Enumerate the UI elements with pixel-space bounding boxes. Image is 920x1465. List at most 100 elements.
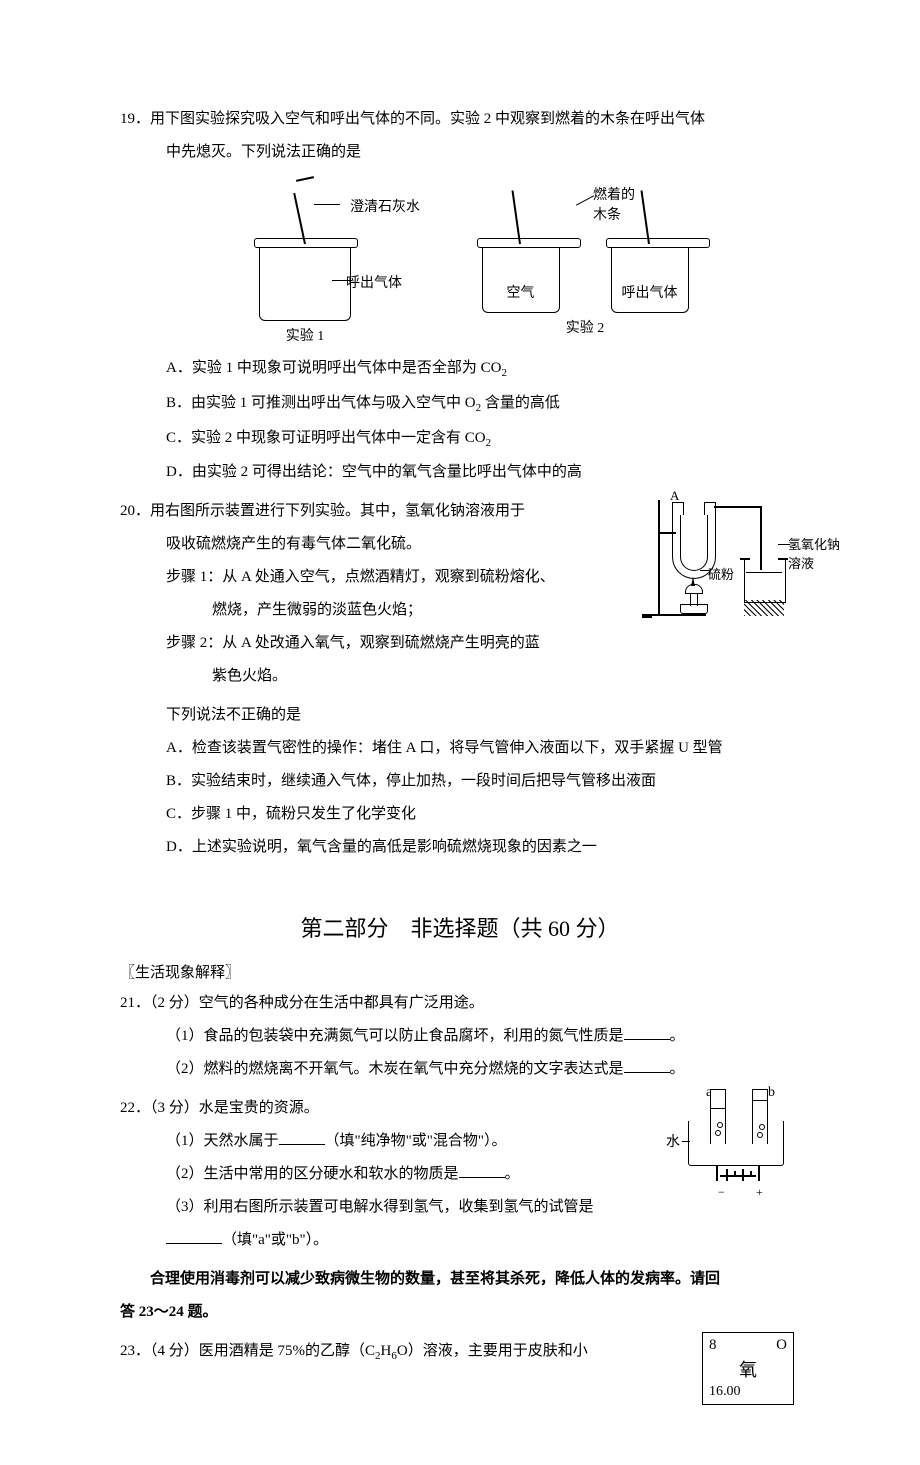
element-name: 氧: [709, 1354, 787, 1384]
q20-l3: 下列说法不正确的是: [120, 702, 800, 729]
q22-p3a-text: （3）利用右图所示装置可电解水得到氢气，收集到氢气的试管是: [166, 1199, 594, 1215]
bubble-icon: [757, 1132, 763, 1138]
q21-p1: （1）食品的包装袋中充满氮气可以防止食品腐坏，利用的氮气性质是。: [120, 1023, 800, 1050]
gas-a-icon: [710, 1090, 726, 1109]
element-mass: 16.00: [709, 1384, 787, 1400]
fig2-caption: 实验 2: [465, 317, 705, 337]
jar-exhale: 呼出气体: [611, 240, 689, 313]
q22-p3b-text: （填"a"或"b"）。: [222, 1232, 328, 1248]
blank-input[interactable]: [166, 1229, 222, 1244]
q22-head: 22．（3 分）水是宝贵的资源。: [120, 1095, 650, 1122]
q22-p1-text: （1）天然水属于: [166, 1133, 279, 1149]
fig1-label-top: 澄清石灰水: [350, 196, 428, 216]
fig2-top-label: 燃着的 木条: [593, 184, 635, 224]
q20-text: 20．用右图所示装置进行下列实验。其中，氢氧化钠溶液用于 吸收硫燃烧产生的有毒气…: [120, 492, 592, 696]
q20-optB: B．实验结束时，继续通入气体，停止加热，一段时间后把导气管移出液面: [120, 768, 800, 795]
q23-text-b: O）溶液，主要用于皮肤和小: [397, 1343, 588, 1359]
water-label: 水: [666, 1131, 680, 1151]
jar-1: 澄清石灰水 呼出气体: [259, 240, 351, 321]
q19-optC-text: C．实验 2 中现象可证明呼出气体中一定含有 CO: [166, 430, 486, 446]
fig2-top-l1: 燃着的: [593, 188, 635, 203]
bold-intro-l2: 答 23～24 题。: [120, 1299, 800, 1326]
gas-b-icon: [752, 1090, 768, 1101]
q21-head: 21．（2 分）空气的各种成分在生活中都具有广泛用途。: [120, 990, 800, 1017]
pos-sign: +: [756, 1185, 763, 1200]
bubble-icon: [715, 1130, 721, 1136]
leader-line-icon: [576, 195, 594, 205]
q22-wrap: 22．（3 分）水是宝贵的资源。 （1）天然水属于 （填"纯净物"或"混合物"）。…: [120, 1089, 800, 1260]
splint-icon: [511, 190, 520, 244]
blank-input[interactable]: [279, 1130, 325, 1145]
wire-icon: [716, 1165, 718, 1181]
jar-air-label: 空气: [483, 282, 559, 302]
q23-number: 23．: [120, 1343, 150, 1359]
q20-line1: 20．用右图所示装置进行下列实验。其中，氢氧化钠溶液用于: [120, 498, 592, 525]
element-box-wrap: 8 O 氧 16.00: [700, 1332, 800, 1405]
q22-p2-end: 。: [505, 1166, 520, 1182]
section2-title: 第二部分 非选择题（共 60 分）: [120, 911, 800, 943]
q20-s1a: 步骤 1：从 A 处通入空气，点燃酒精灯，观察到硫粉熔化、: [120, 564, 592, 591]
q20-optC: C．步骤 1 中，硫粉只发生了化学变化: [120, 801, 800, 828]
pipe-icon: [714, 506, 762, 508]
q23-text-a: （4 分）医用酒精是 75%的乙醇（C: [150, 1343, 375, 1359]
blank-input[interactable]: [624, 1058, 670, 1073]
element-number: 8: [709, 1337, 717, 1354]
q20-l1: 用右图所示装置进行下列实验。其中，氢氧化钠溶液用于: [150, 503, 525, 519]
q19-figure-row: 澄清石灰水 呼出气体 实验 1 空气 呼出气体 燃着的 木条: [120, 180, 800, 345]
q19-number: 19．: [120, 111, 150, 127]
liquid-line-icon: [746, 572, 782, 573]
blank-input[interactable]: [624, 1025, 670, 1040]
stand-v-icon: [658, 500, 660, 616]
bubble-icon: [717, 1122, 723, 1128]
splint-icon: [640, 190, 649, 244]
element-top-row: 8 O: [709, 1337, 787, 1354]
battery-plate-icon: [726, 1169, 728, 1181]
dropper-top-icon: [296, 176, 314, 182]
battery-plate-icon: [742, 1169, 744, 1181]
q20-l2: 吸收硫燃烧产生的有毒气体二氧化硫。: [120, 531, 592, 558]
element-symbol: O: [776, 1337, 787, 1354]
naoh-l2: 溶液: [788, 556, 814, 571]
q20-s2b: 紫色火焰。: [120, 663, 592, 690]
burner-icon: [676, 586, 710, 614]
q20-s1b: 燃烧，产生微弱的淡蓝色火焰；: [120, 597, 592, 624]
q23-wrap: 23．（4 分）医用酒精是 75%的乙醇（C2H6O）溶液，主要用于皮肤和小 8…: [120, 1332, 800, 1405]
q22-p3a: （3）利用右图所示装置可电解水得到氢气，收集到氢气的试管是: [120, 1194, 650, 1221]
tube-b-icon: [752, 1089, 768, 1144]
q22-p1-mid: （填"纯净物"或"混合物"）。: [325, 1133, 507, 1149]
label-A: A: [670, 488, 679, 504]
sub-2: 2: [501, 367, 507, 379]
q22-number: 22．: [120, 1100, 150, 1116]
beaker-icon: [744, 558, 786, 603]
q19-stem1: 用下图实验探究吸入空气和呼出气体的不同。实验 2 中观察到燃着的木条在呼出气体: [150, 111, 705, 127]
sulfur-label: 硫粉: [708, 564, 734, 583]
blank-input[interactable]: [459, 1163, 505, 1178]
q21-p2-text: （2）燃料的燃烧离不开氧气。木炭在氧气中充分燃烧的文字表达式是: [166, 1061, 624, 1077]
q22-figure: a b 水: [660, 1089, 800, 1260]
electrolysis-icon: a b 水: [670, 1089, 800, 1189]
dropper-icon: [293, 193, 306, 244]
q19-optA: A．实验 1 中现象可说明呼出气体中是否全部为 CO2: [120, 355, 800, 384]
naoh-l1: 氢氧化钠: [788, 537, 840, 552]
q19-optC: C．实验 2 中现象可证明呼出气体中一定含有 CO2: [120, 425, 800, 454]
utube-inner-icon: [680, 512, 708, 571]
wire-icon: [758, 1165, 760, 1181]
stand-base-icon: [642, 614, 652, 618]
q19-stem-line1: 19．用下图实验探究吸入空气和呼出气体的不同。实验 2 中观察到燃着的木条在呼出…: [120, 106, 800, 133]
apparatus-icon: A 硫粉 氢氧化钠 溶液: [600, 492, 800, 632]
q19-optD: D．由实验 2 可得出结论：空气中的氧气含量比呼出气体中的高: [120, 459, 800, 486]
page: 19．用下图实验探究吸入空气和呼出气体的不同。实验 2 中观察到燃着的木条在呼出…: [0, 0, 920, 1465]
category-heading: 〖生活现象解释〗: [120, 961, 800, 982]
q20-optD: D．上述实验说明，氧气含量的高低是影响硫燃烧现象的因素之一: [120, 834, 800, 861]
q19-optB: B．由实验 1 可推测出呼出气体与吸入空气中 O2 含量的高低: [120, 390, 800, 419]
bubble-icon: [759, 1124, 765, 1130]
tank-icon: [688, 1121, 784, 1166]
q20-figure: A 硫粉 氢氧化钠 溶液: [600, 492, 800, 696]
water-leader-icon: [682, 1141, 690, 1142]
q20-wrap: 20．用右图所示装置进行下列实验。其中，氢氧化钠溶液用于 吸收硫燃烧产生的有毒气…: [120, 492, 800, 696]
beaker-lip-l-icon: [740, 558, 750, 560]
tube-b-label: b: [768, 1085, 775, 1101]
leader-line-icon: [314, 204, 340, 205]
q19-optB-tail: 含量的高低: [481, 395, 560, 411]
fig1-caption: 实验 1: [215, 325, 395, 345]
